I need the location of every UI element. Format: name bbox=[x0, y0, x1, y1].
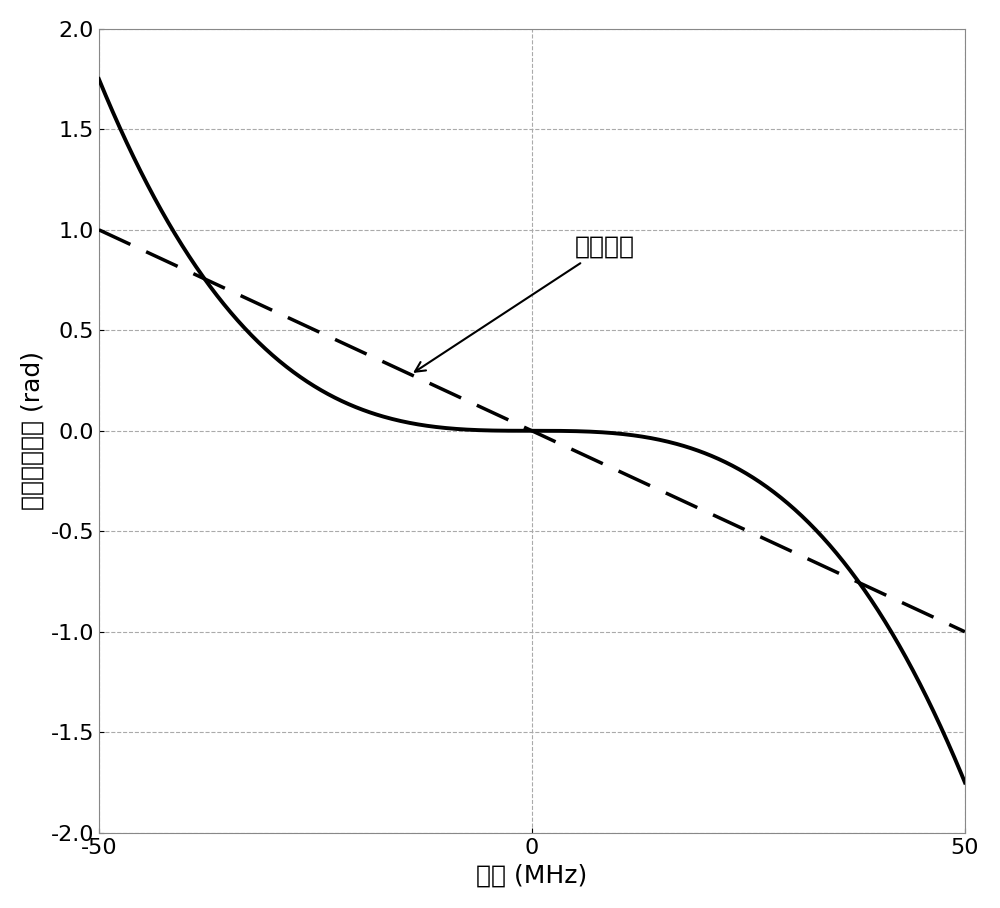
Y-axis label: 三次相位误差 (rad): 三次相位误差 (rad) bbox=[21, 351, 45, 510]
X-axis label: 频率 (MHz): 频率 (MHz) bbox=[476, 864, 588, 887]
Text: 线性部分: 线性部分 bbox=[415, 235, 635, 371]
